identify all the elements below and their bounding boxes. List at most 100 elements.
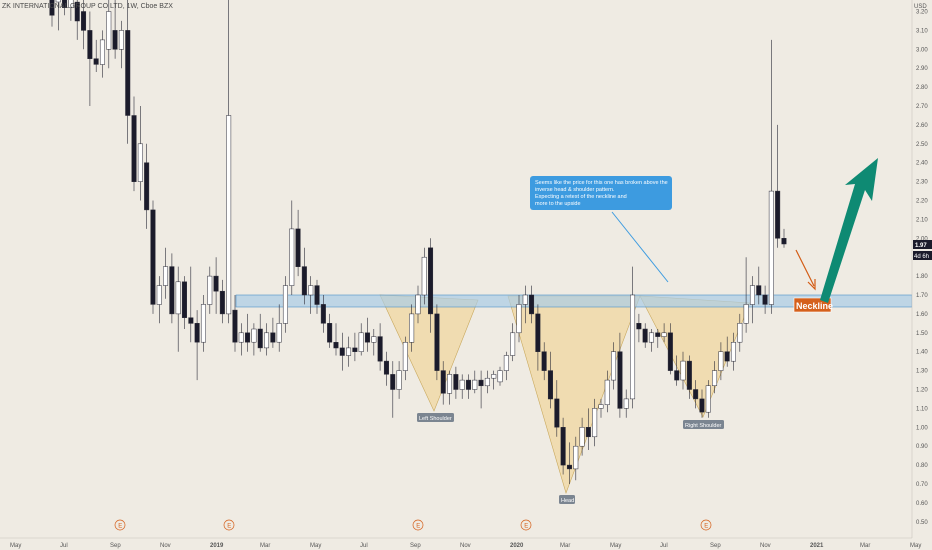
candle bbox=[156, 276, 162, 324]
time-tick-label: Jul bbox=[360, 543, 368, 549]
candle-body bbox=[566, 464, 572, 470]
earnings-marker-label: E bbox=[416, 524, 420, 530]
left-shoulder-label-bg bbox=[417, 413, 454, 422]
candle bbox=[686, 355, 692, 399]
candle bbox=[749, 276, 755, 324]
candle-body bbox=[333, 342, 339, 349]
candle-body bbox=[49, 0, 55, 16]
note-line-4: more to the upside bbox=[535, 201, 581, 207]
candle-body bbox=[131, 115, 137, 182]
candle-body bbox=[226, 115, 232, 315]
candle bbox=[276, 304, 282, 352]
candle-body bbox=[276, 323, 282, 343]
neckline-label: Neckline bbox=[796, 301, 833, 311]
candle-body bbox=[775, 190, 781, 239]
candle-body bbox=[472, 379, 478, 390]
candle-body bbox=[81, 11, 87, 31]
price-tick-label: 2.50 bbox=[916, 142, 928, 148]
candle-body bbox=[421, 256, 427, 296]
earnings-marker[interactable] bbox=[700, 519, 712, 531]
candle bbox=[428, 238, 434, 333]
candle-body bbox=[320, 304, 326, 324]
candle-body bbox=[156, 285, 162, 305]
candle bbox=[718, 342, 724, 381]
candle-body bbox=[611, 351, 617, 381]
price-tick-label: 3.20 bbox=[916, 10, 928, 16]
candle bbox=[251, 323, 257, 356]
earnings-marker[interactable] bbox=[223, 519, 235, 531]
candle bbox=[364, 317, 370, 352]
candle bbox=[756, 266, 762, 305]
candle bbox=[68, 0, 74, 21]
candle-body bbox=[743, 304, 749, 324]
note-pointer bbox=[611, 211, 669, 283]
candle bbox=[131, 96, 137, 192]
candle bbox=[611, 342, 617, 390]
candle bbox=[693, 380, 699, 409]
time-tick-label: Sep bbox=[710, 543, 721, 549]
candle-body bbox=[62, 0, 68, 8]
candle-body bbox=[510, 332, 516, 356]
earnings-marker[interactable] bbox=[520, 519, 532, 531]
time-tick-label: Sep bbox=[110, 543, 121, 549]
candle-body bbox=[503, 355, 509, 371]
candle bbox=[573, 436, 579, 481]
candle bbox=[169, 253, 175, 324]
candle-body bbox=[535, 313, 541, 352]
candle bbox=[219, 279, 225, 324]
candle bbox=[282, 276, 288, 333]
earnings-marker[interactable] bbox=[114, 519, 126, 531]
price-tick-label: 2.10 bbox=[916, 217, 928, 223]
right-shoulder-label-bg bbox=[683, 420, 724, 429]
candle bbox=[194, 310, 200, 381]
time-tick-label: May bbox=[10, 543, 21, 549]
candle bbox=[327, 313, 333, 348]
candle bbox=[377, 323, 383, 371]
candle bbox=[409, 304, 415, 352]
price-tick-label: 1.80 bbox=[916, 274, 928, 280]
candle-body bbox=[238, 332, 244, 343]
candle bbox=[390, 361, 396, 418]
candle bbox=[623, 389, 629, 418]
candle bbox=[125, 0, 131, 144]
candle-body bbox=[718, 351, 724, 371]
candle-body bbox=[617, 351, 623, 409]
candle-body bbox=[188, 317, 194, 324]
countdown-badge bbox=[913, 251, 932, 260]
candle-body bbox=[371, 336, 377, 343]
candle bbox=[497, 366, 503, 386]
candle bbox=[308, 276, 314, 314]
candle-body bbox=[674, 370, 680, 381]
earnings-marker[interactable] bbox=[412, 519, 424, 531]
candle bbox=[447, 370, 453, 405]
price-tick-label: 1.20 bbox=[916, 388, 928, 394]
candle-body bbox=[440, 370, 446, 394]
note-line-1: Seems like the price for this one has br… bbox=[535, 180, 668, 186]
candle-body bbox=[175, 281, 181, 315]
candle-body bbox=[522, 294, 528, 305]
candle bbox=[175, 266, 181, 352]
candle-body bbox=[327, 323, 333, 343]
candle bbox=[579, 417, 585, 456]
candle-body bbox=[661, 332, 667, 337]
candle bbox=[55, 0, 61, 31]
candle bbox=[768, 39, 774, 314]
candle-body bbox=[150, 209, 156, 305]
candle bbox=[541, 342, 547, 381]
candle bbox=[415, 285, 421, 324]
candle-body bbox=[459, 379, 465, 390]
candle-body bbox=[554, 398, 560, 428]
time-tick-label: Mar bbox=[260, 543, 270, 549]
candle-body bbox=[585, 427, 591, 438]
candle-body bbox=[453, 374, 459, 390]
earnings-marker-label: E bbox=[704, 524, 708, 530]
candle bbox=[257, 313, 263, 352]
candle-body bbox=[749, 285, 755, 305]
candle-body bbox=[730, 342, 736, 362]
candle-body bbox=[434, 313, 440, 371]
candle bbox=[737, 313, 743, 352]
retest-arrow-head bbox=[807, 279, 816, 291]
candle-body bbox=[529, 294, 535, 315]
